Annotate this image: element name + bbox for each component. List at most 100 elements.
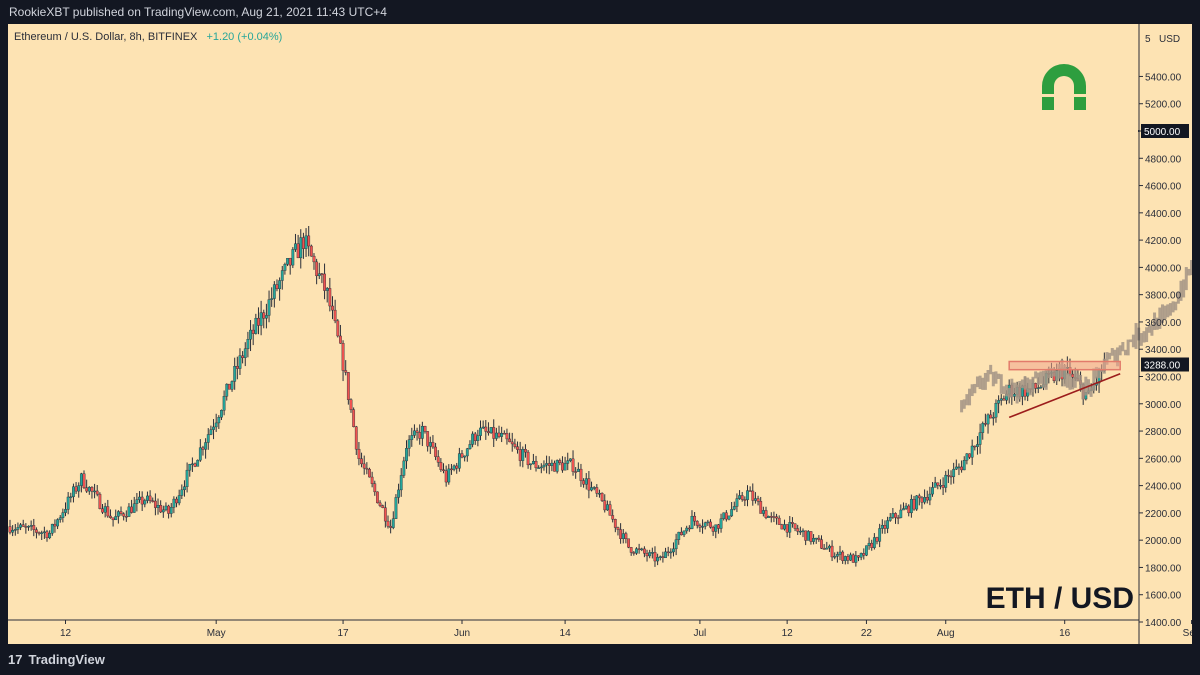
candle-body	[238, 355, 242, 369]
candle-body	[360, 458, 363, 465]
projection-bar	[1018, 381, 1022, 400]
candle-body	[349, 399, 353, 410]
candle-body	[534, 461, 538, 469]
projection-bar	[1131, 334, 1135, 348]
candle-body	[545, 463, 548, 466]
candle-body	[685, 527, 689, 532]
projection-bar	[1100, 369, 1104, 372]
time-tick-label: 16	[1059, 628, 1071, 639]
candle-body	[616, 527, 620, 530]
candle-body	[93, 490, 96, 493]
candle-body	[833, 556, 837, 558]
candle-body	[447, 468, 451, 483]
time-tick-label: 12	[782, 628, 794, 639]
candle-body	[912, 498, 916, 510]
price-chart[interactable]: 1400.00 1600.00 1800.00 2000.00 2200.00 2400.…	[8, 24, 1192, 644]
candle-body	[878, 528, 882, 542]
projection-bar	[1057, 364, 1061, 379]
candle-body	[648, 552, 652, 557]
price-tick-label: 5	[1145, 34, 1151, 45]
candle-body	[989, 414, 993, 419]
candle-body	[370, 476, 374, 484]
projection-bar	[1073, 369, 1077, 388]
candle-body	[436, 456, 440, 463]
candle-body	[516, 446, 519, 450]
candle-body	[719, 518, 723, 529]
candle-body	[339, 335, 342, 344]
candle-body	[669, 551, 673, 554]
candle-body	[394, 497, 398, 519]
price-tick-label: 1600.00	[1145, 591, 1182, 602]
projection-bar	[1047, 368, 1051, 379]
price-tick-label: 3600.00	[1145, 318, 1182, 329]
candle-body	[196, 459, 200, 467]
candle-body	[352, 409, 356, 428]
candle-body	[357, 448, 361, 459]
candle-body	[978, 432, 982, 445]
candle-body	[798, 530, 802, 533]
candle-body	[576, 468, 580, 472]
time-tick-label: Jun	[454, 628, 470, 639]
candle-body	[553, 462, 556, 472]
candle-body	[785, 524, 789, 533]
candle-body	[754, 498, 757, 501]
candle-body	[664, 551, 667, 559]
candle-body	[769, 516, 773, 518]
footer-bar: 17 TradingView	[0, 644, 1200, 675]
candle-body	[164, 505, 168, 511]
candle-body	[740, 495, 744, 500]
publish-info: RookieXBT published on TradingView.com, …	[9, 5, 387, 19]
tradingview-logo[interactable]: 17 TradingView	[8, 652, 105, 667]
projection-bar	[1028, 379, 1032, 396]
candle-body	[431, 442, 435, 448]
candle-body	[592, 487, 596, 489]
projection-bar	[1089, 387, 1093, 397]
candle-body	[85, 487, 89, 492]
candle-body	[64, 509, 67, 513]
candle-body	[608, 504, 612, 516]
candle-body	[722, 512, 726, 519]
candle-body	[600, 492, 604, 501]
candle-body	[841, 551, 845, 561]
candle-body	[391, 518, 395, 528]
candle-body	[999, 398, 1003, 401]
candle-body	[138, 496, 141, 500]
candle-body	[846, 556, 850, 561]
projection-bar	[1176, 291, 1180, 304]
candle-body	[177, 495, 181, 504]
candle-body	[420, 426, 424, 439]
candle-body	[50, 523, 54, 534]
candle-body	[777, 517, 781, 525]
candle-body	[529, 463, 533, 466]
candle-body	[254, 317, 258, 334]
projection-bar	[1139, 333, 1143, 346]
candle-body	[595, 487, 599, 494]
candle-body	[265, 315, 268, 319]
projection-bar	[1184, 267, 1188, 291]
candle-body	[973, 445, 977, 448]
candle-body	[354, 426, 358, 450]
candle-body	[381, 505, 385, 508]
candle-body	[767, 516, 771, 518]
projection-bar	[1026, 377, 1030, 393]
candle-body	[16, 527, 20, 530]
candle-body	[957, 466, 961, 469]
candle-body	[220, 410, 223, 418]
candle-body	[214, 422, 218, 428]
projection-bar	[1094, 366, 1098, 379]
candle-body	[270, 298, 274, 300]
candle-body	[701, 526, 704, 528]
candle-body	[650, 552, 654, 554]
candle-body	[383, 507, 387, 522]
candle-body	[872, 537, 876, 548]
price-tick-label: 3800.00	[1145, 291, 1182, 302]
candle-body	[566, 460, 570, 464]
candle-body	[156, 505, 160, 508]
candle-body	[336, 320, 340, 337]
candle-body	[690, 515, 694, 529]
candle-body	[822, 548, 826, 550]
candle-body	[812, 538, 815, 542]
candle-body	[53, 523, 57, 527]
projection-bar	[1002, 386, 1006, 395]
projection-bar	[983, 372, 987, 390]
